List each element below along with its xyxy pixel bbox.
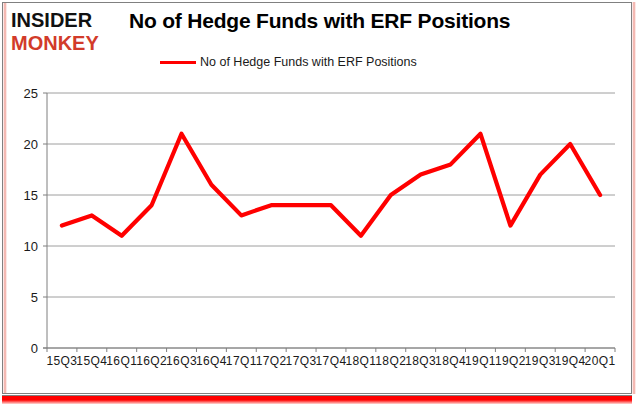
y-axis-tick-label: 15 — [24, 188, 38, 203]
x-axis-tick-label: 18Q1 — [345, 354, 376, 368]
x-axis-tick-label: 16Q2 — [136, 354, 167, 368]
x-axis-tick-label: 16Q3 — [166, 354, 197, 368]
x-axis-tick-label: 19Q1 — [465, 354, 496, 368]
x-axis-tick-label: 15Q4 — [76, 354, 107, 368]
x-axis-tick-label: 17Q2 — [256, 354, 287, 368]
x-axis-tick-label: 19Q3 — [525, 354, 556, 368]
y-axis-tick-label: 25 — [24, 86, 38, 101]
x-axis-tick-label: 19Q2 — [495, 354, 526, 368]
x-axis-tick-label: 15Q3 — [46, 354, 77, 368]
y-axis-tick-label: 10 — [24, 239, 38, 254]
insider-monkey-chart-page: INSIDER MONKEY No of Hedge Funds with ER… — [0, 0, 637, 408]
x-axis-tick-label: 18Q3 — [405, 354, 436, 368]
x-axis-tick-label: 17Q4 — [316, 354, 347, 368]
y-axis-tick-label: 5 — [31, 290, 38, 305]
x-axis-tick-label: 19Q4 — [555, 354, 586, 368]
data-line — [62, 134, 600, 236]
x-axis-tick-label: 20Q1 — [585, 354, 616, 368]
x-axis-tick-label: 18Q4 — [435, 354, 466, 368]
chart-svg: 051015202515Q315Q416Q116Q216Q316Q417Q117… — [0, 0, 637, 408]
x-axis-tick-label: 16Q4 — [196, 354, 227, 368]
y-axis-tick-label: 0 — [31, 341, 38, 356]
x-axis-tick-label: 18Q2 — [375, 354, 406, 368]
x-axis-tick-label: 17Q3 — [286, 354, 317, 368]
x-axis-tick-label: 17Q1 — [226, 354, 257, 368]
y-axis-tick-label: 20 — [24, 137, 38, 152]
x-axis-tick-label: 16Q1 — [106, 354, 137, 368]
